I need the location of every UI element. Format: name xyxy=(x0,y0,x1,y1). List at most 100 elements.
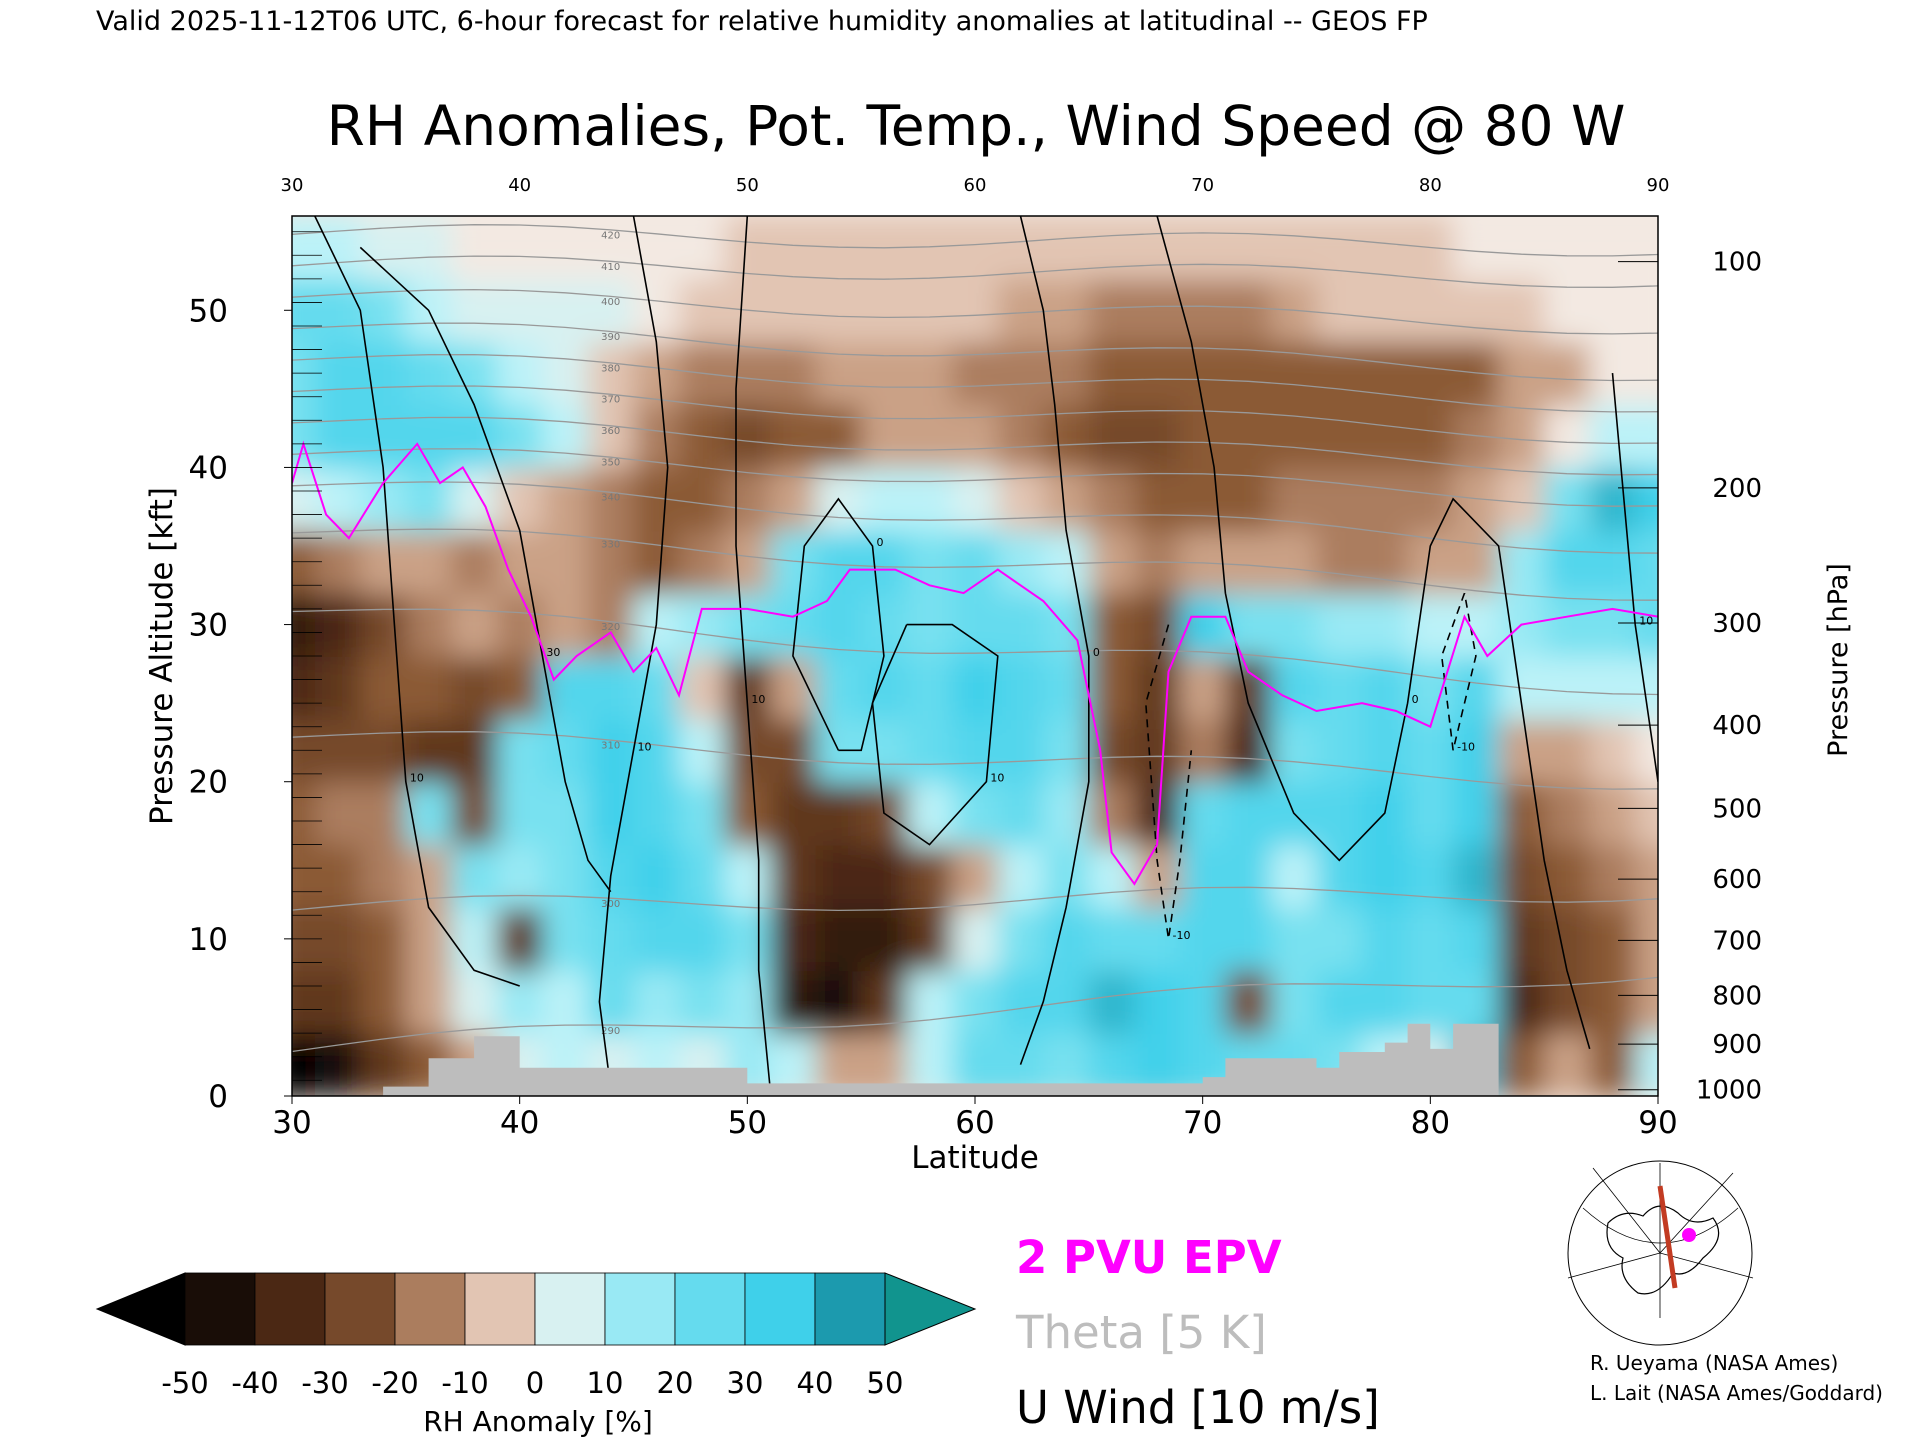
colorbar: -50 -40 -30 -20 -10 0 10 20 30 40 50 xyxy=(95,1272,977,1400)
rh-anomaly-cell xyxy=(1635,970,1658,1035)
rh-anomaly-cell xyxy=(997,781,1045,846)
rh-anomaly-cell xyxy=(1088,341,1136,406)
rh-anomaly-cell xyxy=(496,530,544,595)
rh-anomaly-cell xyxy=(906,278,954,343)
y-tick-label: 10 xyxy=(189,922,228,958)
rh-anomaly-cell xyxy=(1225,970,1272,1035)
rh-anomaly-cell xyxy=(815,781,863,846)
rh-anomaly-cell xyxy=(587,467,635,532)
credit-2: L. Lait (NASA Ames/Goddard) xyxy=(1590,1381,1883,1405)
x-tick-label: 80 xyxy=(1411,1105,1450,1141)
rh-anomaly-cell xyxy=(1088,278,1136,343)
rh-anomaly-cell xyxy=(1225,718,1272,783)
rh-anomaly-cell xyxy=(542,844,589,909)
u-wind-contour-line xyxy=(1611,373,1658,782)
rh-anomaly-cell xyxy=(292,530,316,595)
rh-anomaly-cell xyxy=(1544,907,1591,972)
rh-anomaly-cell xyxy=(1225,278,1272,343)
rh-anomaly-cell xyxy=(1362,530,1409,595)
rh-anomaly-cell xyxy=(1407,844,1455,909)
rh-anomaly-cell xyxy=(1179,341,1227,406)
colorbar-segment xyxy=(604,1272,676,1346)
rh-anomaly-cell xyxy=(1134,844,1181,909)
rh-anomaly-cell xyxy=(724,593,772,657)
rh-anomaly-cell xyxy=(360,278,407,343)
rh-anomaly-cell xyxy=(1088,781,1136,846)
colorbar-tick-label: -30 xyxy=(301,1366,348,1400)
rh-anomaly-cell xyxy=(724,216,772,280)
top-tick-label: 80 xyxy=(1419,175,1442,196)
u-wind-contour-line xyxy=(1440,592,1477,751)
rh-anomaly-cell xyxy=(542,341,589,406)
theta-contour-line xyxy=(292,288,1658,335)
rh-anomaly-cell xyxy=(679,907,726,972)
rh-anomaly-cell xyxy=(1589,907,1637,972)
rh-anomaly-cell xyxy=(314,278,362,343)
rh-anomaly-cell xyxy=(906,970,954,1035)
top-tick-label: 50 xyxy=(736,175,759,196)
rh-anomaly-cell xyxy=(724,718,772,783)
rh-anomaly-cell xyxy=(1635,907,1658,972)
rh-anomaly-cell xyxy=(952,467,999,532)
rh-anomaly-cell xyxy=(1498,467,1546,532)
rh-anomaly-cell xyxy=(906,718,954,783)
credit-1: R. Ueyama (NASA Ames) xyxy=(1590,1351,1838,1375)
rh-anomaly-cell xyxy=(1179,404,1227,469)
rh-anomaly-cell xyxy=(679,970,726,1035)
rh-anomaly-cell xyxy=(997,593,1045,657)
rh-anomaly-cell xyxy=(1453,404,1500,469)
rh-anomaly-cell xyxy=(1134,656,1181,720)
theta-contour-label: 360 xyxy=(601,426,620,437)
rh-anomaly-cell xyxy=(542,278,589,343)
rh-anomaly-cell xyxy=(496,278,544,343)
u-wind-contour-label: 10 xyxy=(1639,615,1653,628)
rh-anomaly-cell xyxy=(1407,593,1455,657)
rh-anomaly-cell xyxy=(1407,341,1455,406)
rh-anomaly-cell xyxy=(451,530,498,595)
rh-anomaly-cell xyxy=(360,907,407,972)
rh-anomaly-cell xyxy=(314,970,362,1035)
rh-anomaly-cell xyxy=(1270,530,1318,595)
rh-anomaly-cell xyxy=(633,216,681,280)
rh-anomaly-cell xyxy=(1362,844,1409,909)
rh-anomaly-cell xyxy=(1589,530,1637,595)
rh-anomaly-cell xyxy=(542,718,589,783)
top-tick-label: 60 xyxy=(964,175,987,196)
rh-anomaly-cell xyxy=(405,718,453,783)
rh-anomaly-cell xyxy=(1270,718,1318,783)
rh-anomaly-cell xyxy=(587,907,635,972)
colorbar-segment xyxy=(744,1272,816,1346)
pressure-tick-marks xyxy=(292,231,1658,1091)
x-tick-label: 50 xyxy=(728,1105,767,1141)
inset-map-marker xyxy=(1682,1228,1696,1242)
rh-anomaly-cell xyxy=(360,216,407,280)
rh-anomaly-cell xyxy=(1316,844,1364,909)
rh-anomaly-cell xyxy=(1362,970,1409,1035)
rh-anomaly-cell xyxy=(405,341,453,406)
rh-anomaly-cell xyxy=(906,907,954,972)
rh-anomaly-cell xyxy=(292,907,316,972)
rh-anomaly-cell xyxy=(451,278,498,343)
colorbar-tick-label: 10 xyxy=(587,1366,624,1400)
rh-anomaly-cell xyxy=(542,970,589,1035)
rh-anomaly-cell xyxy=(587,593,635,657)
theta-contour-line xyxy=(292,224,1658,257)
rh-anomaly-cell xyxy=(1043,718,1090,783)
pressure-tick-label: 700 xyxy=(1712,926,1762,956)
rh-anomaly-cell xyxy=(1544,781,1591,846)
rh-anomaly-cell xyxy=(1088,656,1136,720)
rh-anomaly-cell xyxy=(633,278,681,343)
rh-anomaly-cell xyxy=(1225,530,1272,595)
rh-anomaly-cell xyxy=(1043,781,1090,846)
rh-anomaly-cell xyxy=(1316,404,1364,469)
u-wind-contours: 10 30 10 10 0 10 0 0 -10 -10 10 xyxy=(314,216,1658,1089)
colorbar-segment xyxy=(464,1272,536,1346)
top-axis: 30 40 50 60 70 80 90 xyxy=(281,175,1670,196)
rh-anomaly-cell xyxy=(360,970,407,1035)
rh-anomaly-cell xyxy=(314,907,362,972)
top-tick-label: 30 xyxy=(281,175,304,196)
rh-anomaly-cell xyxy=(451,718,498,783)
rh-anomaly-cell xyxy=(1453,844,1500,909)
rh-anomaly-cell xyxy=(1043,593,1090,657)
rh-anomaly-cell xyxy=(1407,656,1455,720)
